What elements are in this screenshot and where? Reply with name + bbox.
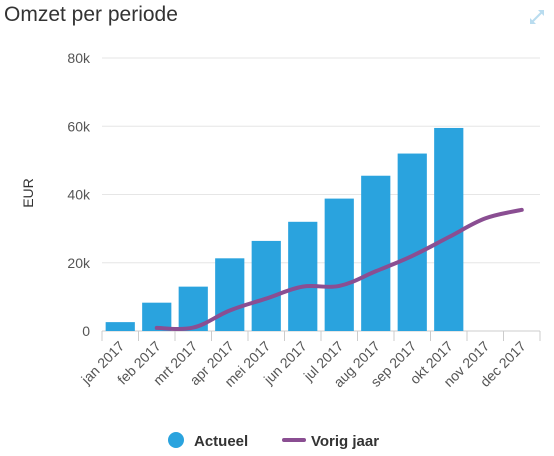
bar[interactable] bbox=[434, 127, 464, 331]
bar[interactable] bbox=[361, 175, 391, 331]
legend-actueel-label[interactable]: Actueel bbox=[194, 433, 248, 450]
line-vorig-jaar[interactable] bbox=[154, 207, 524, 332]
y-tick-label: 80k bbox=[67, 50, 91, 66]
bar[interactable] bbox=[324, 198, 354, 331]
legend-vorig-jaar-label[interactable]: Vorig jaar bbox=[311, 433, 379, 450]
bar[interactable] bbox=[288, 221, 318, 331]
bar[interactable] bbox=[251, 240, 281, 331]
bar-series bbox=[105, 127, 464, 331]
y-tick-label: 40k bbox=[67, 187, 91, 203]
bar[interactable] bbox=[105, 322, 135, 331]
y-axis-label: EUR bbox=[20, 178, 36, 208]
legend[interactable]: Actueel Vorig jaar bbox=[168, 432, 379, 450]
bar[interactable] bbox=[397, 153, 427, 331]
chart-title: Omzet per periode bbox=[4, 3, 178, 26]
y-tick-label: 20k bbox=[67, 255, 91, 271]
legend-actueel-marker bbox=[168, 432, 184, 448]
bar[interactable] bbox=[215, 258, 245, 331]
expand-icon[interactable] bbox=[528, 8, 546, 26]
y-tick-label: 0 bbox=[82, 323, 90, 339]
line-series bbox=[154, 207, 524, 332]
y-tick-label: 60k bbox=[67, 118, 91, 134]
